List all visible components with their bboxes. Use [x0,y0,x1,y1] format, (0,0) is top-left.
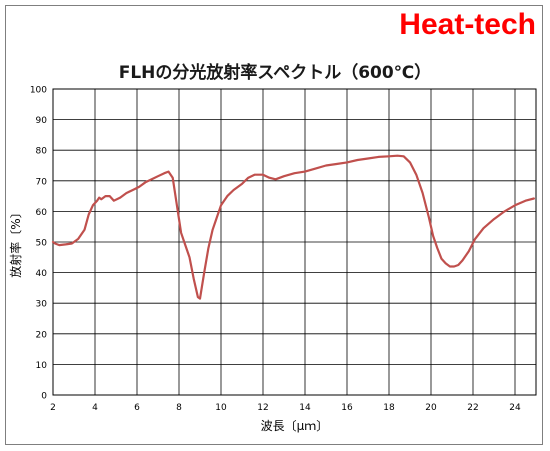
x-tick-label-2: 2 [50,403,56,413]
y-tick-label-80: 80 [36,147,48,157]
x-tick-label-12: 12 [257,403,268,413]
x-tick-label-22: 22 [467,403,478,413]
y-tick-label-10: 10 [36,361,48,371]
brand-logo-text: Heat-tech [399,8,536,41]
x-tick-label-8: 8 [176,403,182,413]
x-tick-label-14: 14 [299,403,311,413]
x-tick-label-6: 6 [134,403,140,413]
x-tick-label-4: 4 [92,403,98,413]
y-tick-label-60: 60 [36,208,48,218]
y-axis-label: 放射率〔%〕 [8,206,23,277]
grid-lines [52,88,536,396]
y-tick-label-0: 0 [41,392,47,402]
x-tick-label-18: 18 [383,403,395,413]
x-tick-label-16: 16 [341,403,353,413]
x-axis-label: 波長〔μｍ〕 [261,419,329,433]
y-tick-label-20: 20 [36,330,48,340]
y-tick-label-50: 50 [36,239,48,249]
x-tick-label-24: 24 [509,403,521,413]
emissivity-series-line [51,154,535,300]
y-tick-label-30: 30 [36,300,48,310]
y-tick-labels: 0 10 20 30 40 50 60 70 80 90 100 [30,86,47,402]
y-tick-label-100: 100 [30,86,47,96]
x-tick-label-10: 10 [215,403,227,413]
y-tick-label-90: 90 [36,116,48,126]
x-tick-labels: 2 4 6 8 10 12 14 16 18 20 22 24 [50,403,521,413]
y-tick-label-70: 70 [36,177,48,187]
chart-title: FLHの分光放射率スペクトル（600℃） [118,63,432,83]
y-tick-label-40: 40 [36,269,48,279]
x-tick-label-20: 20 [425,403,437,413]
